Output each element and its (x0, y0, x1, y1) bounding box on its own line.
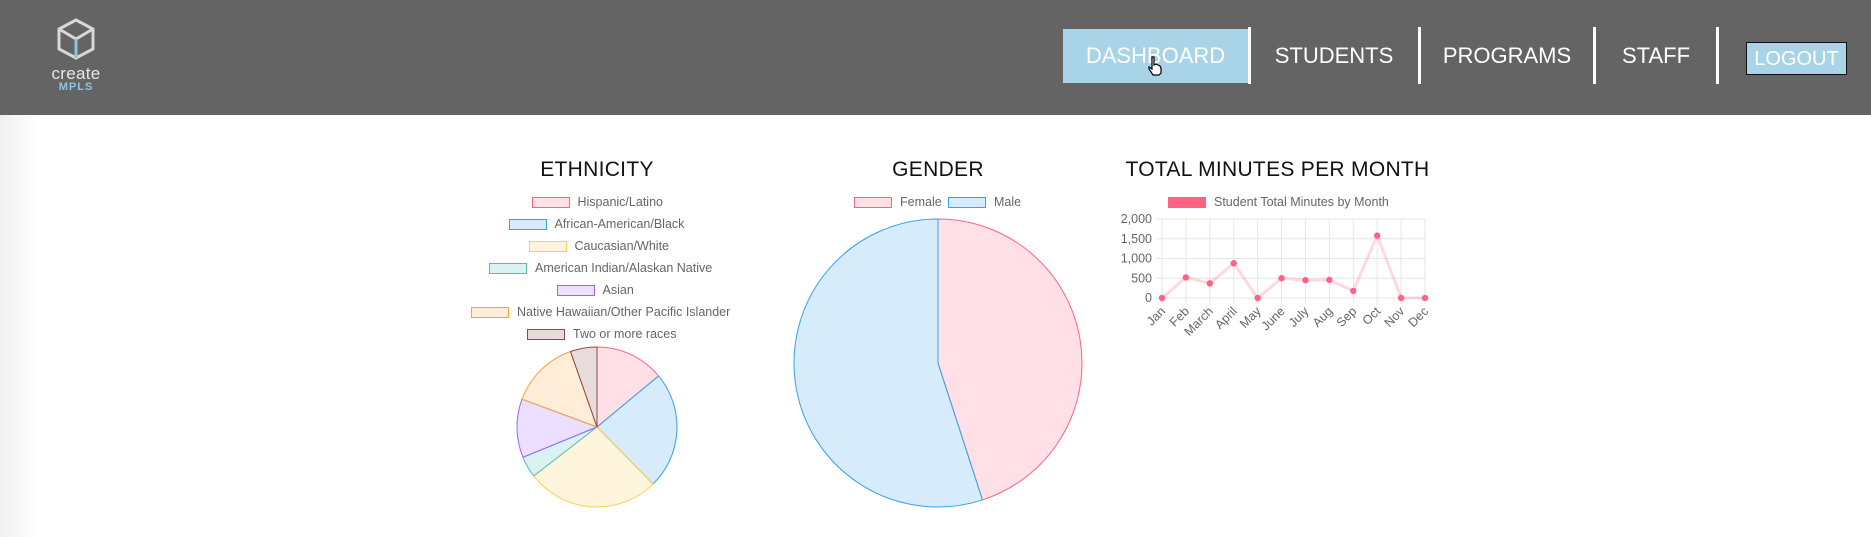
x-tick-label: June (1259, 304, 1288, 333)
nav-divider (1248, 27, 1251, 84)
y-tick-label: 1,000 (1121, 252, 1152, 266)
data-point-april[interactable] (1230, 260, 1237, 267)
pie-slice-male[interactable] (793, 218, 984, 508)
legend-swatch (471, 307, 509, 318)
ethnicity-title: ETHNICITY (540, 158, 654, 181)
series-line (1161, 231, 1425, 301)
legend-swatch (854, 197, 892, 208)
x-tick-label: Nov (1382, 304, 1408, 330)
nav-students[interactable]: STUDENTS (1274, 43, 1394, 68)
pie-slice-female[interactable] (937, 218, 1083, 501)
x-tick-label: Aug (1310, 304, 1336, 330)
pie-slice-caucasian-white[interactable] (533, 426, 654, 508)
navbar: create MPLS DASHBOARD STUDENTS PROGRAMS … (0, 0, 1871, 115)
data-point-may[interactable] (1254, 294, 1261, 302)
x-tick-label: May (1237, 304, 1264, 331)
data-point-nov[interactable] (1397, 294, 1405, 302)
data-point-june[interactable] (1278, 275, 1285, 282)
pie-slice-native-hawaiian-other-pacific-islander[interactable] (521, 350, 598, 428)
x-tick-label: Sep (1334, 304, 1360, 330)
legend-swatch (948, 197, 986, 208)
data-point-aug[interactable] (1326, 276, 1333, 284)
nav-divider (1418, 27, 1421, 84)
legend-swatch (1168, 197, 1206, 208)
nav-divider (1593, 27, 1596, 84)
data-point-march[interactable] (1206, 280, 1214, 287)
create-mpls-logo[interactable]: create MPLS (44, 18, 108, 94)
pie-slice-asian[interactable] (516, 398, 599, 458)
legend-label: Two or more races (573, 327, 677, 341)
legend-label: Female (900, 195, 942, 209)
hand-cursor-icon (1148, 56, 1162, 76)
x-tick-label: Dec (1405, 304, 1431, 330)
legend-label: Hispanic/Latino (577, 195, 663, 209)
legend-label: Asian (602, 283, 634, 297)
logo-text-create: create (51, 64, 101, 83)
pie-slice-american-indian-alaskan-native[interactable] (522, 426, 598, 477)
logo-text-mpls: MPLS (58, 81, 94, 93)
data-point-dec[interactable] (1421, 294, 1429, 302)
pie-slice-african-american-black[interactable] (596, 375, 678, 485)
nav-programs[interactable]: PROGRAMS (1442, 43, 1572, 68)
legend-label: American Indian/Alaskan Native (535, 261, 713, 275)
data-point-jan[interactable] (1158, 294, 1166, 302)
legend-swatch (556, 285, 595, 296)
data-point-feb[interactable] (1182, 274, 1190, 281)
data-point-sep[interactable] (1350, 287, 1357, 295)
x-tick-label: Jan (1144, 304, 1168, 328)
legend-swatch (489, 263, 527, 274)
x-tick-label: July (1286, 304, 1312, 330)
nav-staff[interactable]: STAFF (1621, 43, 1691, 68)
legend-swatch (527, 329, 565, 340)
legend-swatch (531, 197, 570, 208)
logout-button[interactable]: LOGOUT (1746, 42, 1847, 75)
legend-label: Student Total Minutes by Month (1214, 195, 1389, 209)
data-point-oct[interactable] (1373, 232, 1381, 239)
legend-label: African-American/Black (554, 217, 685, 231)
x-tick-label: April (1212, 304, 1240, 332)
pie-slice-two-or-more-races[interactable] (569, 346, 598, 428)
y-tick-label: 500 (1131, 271, 1152, 285)
legend-label: Caucasian/White (574, 239, 670, 253)
minutes-title: TOTAL MINUTES PER MONTH (1125, 158, 1430, 181)
cube-logo-icon (57, 18, 95, 60)
x-tick-label: Feb (1167, 304, 1192, 329)
page-edge-shadow (0, 115, 38, 537)
pie-slice-hispanic-latino[interactable] (596, 346, 660, 429)
legend-label: Native Hawaiian/Other Pacific Islander (517, 305, 731, 319)
legend-swatch (528, 241, 567, 252)
y-tick-label: 0 (1145, 291, 1152, 305)
legend-swatch (508, 219, 547, 230)
data-point-july[interactable] (1302, 277, 1309, 284)
x-tick-label: Oct (1360, 304, 1384, 328)
y-tick-label: 2,000 (1121, 212, 1152, 226)
legend-label: Male (994, 195, 1022, 209)
x-tick-label: March (1181, 304, 1215, 338)
nav-divider (1716, 27, 1719, 84)
gender-title: GENDER (892, 158, 984, 181)
y-tick-label: 1,500 (1121, 232, 1152, 246)
